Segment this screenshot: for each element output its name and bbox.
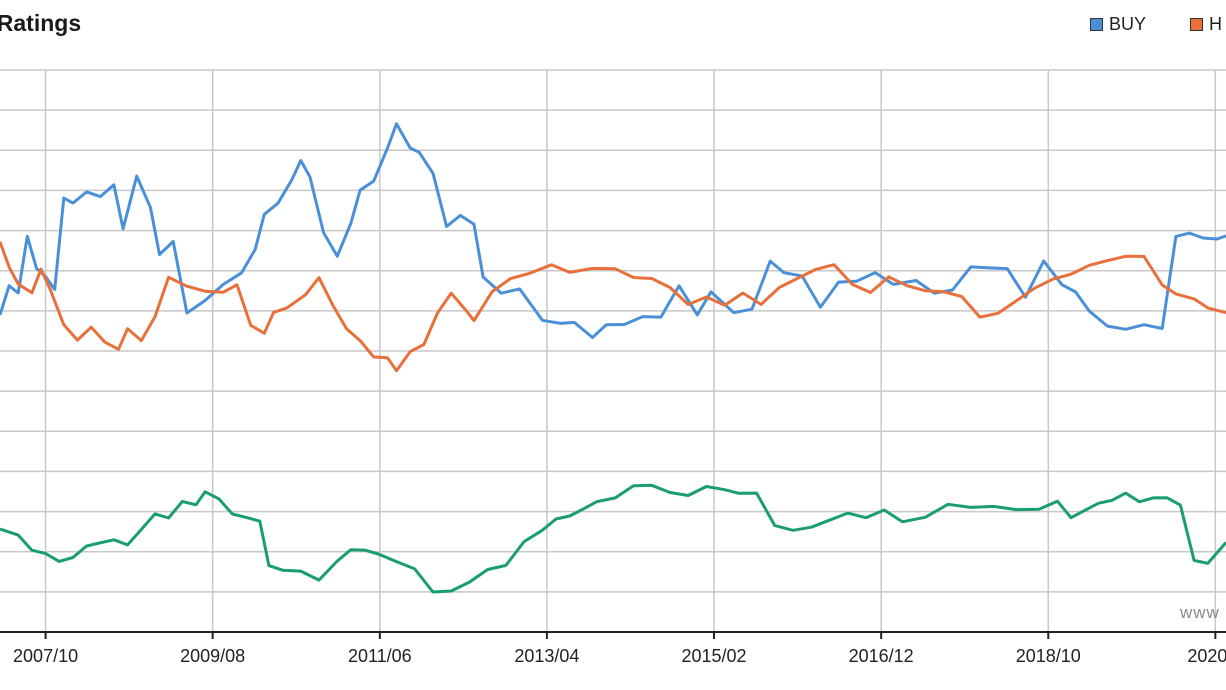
legend-label-buy: BUY: [1109, 14, 1147, 34]
series-line-series-3: [0, 483, 1226, 594]
legend-label-h: H: [1209, 14, 1223, 34]
x-tick-label: 2018/10: [1016, 646, 1081, 666]
legend-swatch-h: [1190, 18, 1204, 31]
legend-item-h: H: [1190, 14, 1222, 35]
grid: [0, 69, 1226, 632]
series-line-buy: [0, 122, 1226, 339]
watermark: www: [1180, 603, 1220, 622]
series-lines: [0, 122, 1226, 594]
x-tick-label: 2016/12: [849, 646, 914, 666]
legend-item-buy: BUY: [1090, 14, 1146, 35]
x-tick-label: 2015/02: [681, 646, 746, 666]
x-tick-label: 2009/08: [180, 646, 245, 666]
x-tick-label: 2020/0: [1187, 646, 1226, 666]
x-tick-label: 2007/10: [13, 646, 78, 666]
legend: BUY H: [1090, 14, 1222, 35]
x-tick-label: 2011/06: [348, 646, 412, 666]
x-tick-label: 2013/04: [514, 646, 579, 666]
legend-swatch-buy: [1090, 18, 1103, 31]
chart-title: l Ratings: [0, 10, 82, 36]
x-axis-ticks: 2007/10 2009/08 2011/06 2013/04 2015/02 2016/…: [13, 632, 1226, 666]
series-line-h: [0, 241, 1226, 373]
